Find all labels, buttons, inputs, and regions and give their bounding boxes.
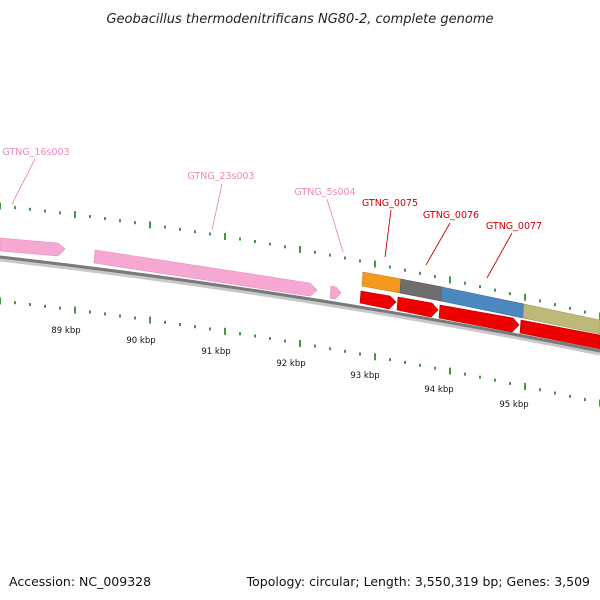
leader-23s003	[211, 183, 223, 231]
gene-labels: GTNG_16s003 GTNG_23s003 GTNG_5s004 GTNG_…	[2, 147, 542, 232]
tick-label-95kbp: 95 kbp	[499, 400, 528, 410]
tick-label-90kbp: 90 kbp	[126, 336, 155, 346]
cds-arrow-0075[interactable]	[359, 290, 397, 310]
gene-label-23s003[interactable]: GTNG_23s003	[187, 171, 254, 182]
rrna-feature-5s004[interactable]	[329, 285, 342, 300]
cds-arrow-0077[interactable]	[438, 304, 520, 333]
tick-label-91kbp: 91 kbp	[201, 347, 230, 357]
outer-tick-track	[0, 202, 600, 320]
label-leaders	[11, 158, 513, 279]
gene-label-0076[interactable]: GTNG_0076	[423, 210, 479, 221]
gene-label-0075[interactable]: GTNG_0075	[362, 198, 418, 209]
map-title: Geobacillus thermodenitrificans NG80-2, …	[106, 12, 493, 27]
leader-0076	[425, 222, 451, 266]
inner-tick-track	[0, 297, 600, 407]
leader-0077	[486, 232, 513, 279]
leader-16s003	[11, 158, 36, 205]
tick-label-94kbp: 94 kbp	[424, 385, 453, 395]
gene-label-16s003[interactable]: GTNG_16s003	[2, 147, 69, 158]
rrna-feature-16s003[interactable]	[0, 237, 66, 257]
genome-backbone	[0, 255, 600, 353]
leader-5s004	[326, 198, 344, 253]
tick-label-89kbp: 89 kbp	[51, 326, 80, 336]
tick-label-93kbp: 93 kbp	[350, 371, 379, 381]
cds-arrow-0076[interactable]	[396, 296, 439, 318]
tick-label-92kbp: 92 kbp	[276, 359, 305, 369]
cds-block-0076[interactable]	[399, 278, 443, 302]
accession-text: Accession: NC_009328	[9, 574, 151, 589]
cds-arrow-0078[interactable]	[519, 319, 600, 350]
rrna-feature-23s003[interactable]	[93, 249, 318, 297]
gene-label-0077[interactable]: GTNG_0077	[486, 221, 542, 232]
leader-0075	[384, 209, 392, 258]
gene-label-5s004[interactable]: GTNG_5s004	[294, 187, 355, 198]
cds-block-0078[interactable]	[522, 303, 600, 335]
cds-block-0075[interactable]	[361, 271, 402, 294]
tick-labels: 89 kbp 90 kbp 91 kbp 92 kbp 93 kbp 94 kb…	[51, 326, 528, 410]
genome-summary-text: Topology: circular; Length: 3,550,319 bp…	[246, 574, 590, 589]
feature-track	[0, 237, 600, 350]
